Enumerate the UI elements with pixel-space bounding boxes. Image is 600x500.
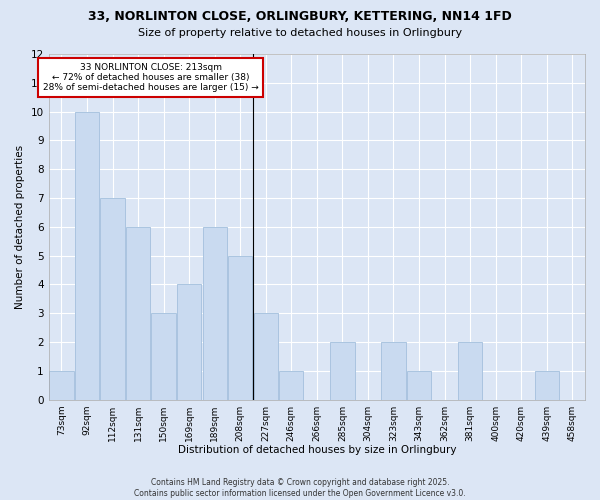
Bar <box>49 371 74 400</box>
Text: 33 NORLINTON CLOSE: 213sqm
← 72% of detached houses are smaller (38)
28% of semi: 33 NORLINTON CLOSE: 213sqm ← 72% of deta… <box>43 62 259 92</box>
Bar <box>100 198 125 400</box>
Bar <box>126 227 150 400</box>
Bar <box>458 342 482 400</box>
Bar <box>254 313 278 400</box>
Bar <box>330 342 355 400</box>
Bar <box>75 112 99 400</box>
Text: 33, NORLINTON CLOSE, ORLINGBURY, KETTERING, NN14 1FD: 33, NORLINTON CLOSE, ORLINGBURY, KETTERI… <box>88 10 512 23</box>
Text: Contains HM Land Registry data © Crown copyright and database right 2025.
Contai: Contains HM Land Registry data © Crown c… <box>134 478 466 498</box>
Y-axis label: Number of detached properties: Number of detached properties <box>15 144 25 309</box>
Bar <box>151 313 176 400</box>
Bar <box>203 227 227 400</box>
Bar <box>228 256 253 400</box>
Bar <box>177 284 201 400</box>
Bar <box>382 342 406 400</box>
Bar <box>279 371 304 400</box>
X-axis label: Distribution of detached houses by size in Orlingbury: Distribution of detached houses by size … <box>178 445 456 455</box>
Text: Size of property relative to detached houses in Orlingbury: Size of property relative to detached ho… <box>138 28 462 38</box>
Bar <box>535 371 559 400</box>
Bar <box>407 371 431 400</box>
